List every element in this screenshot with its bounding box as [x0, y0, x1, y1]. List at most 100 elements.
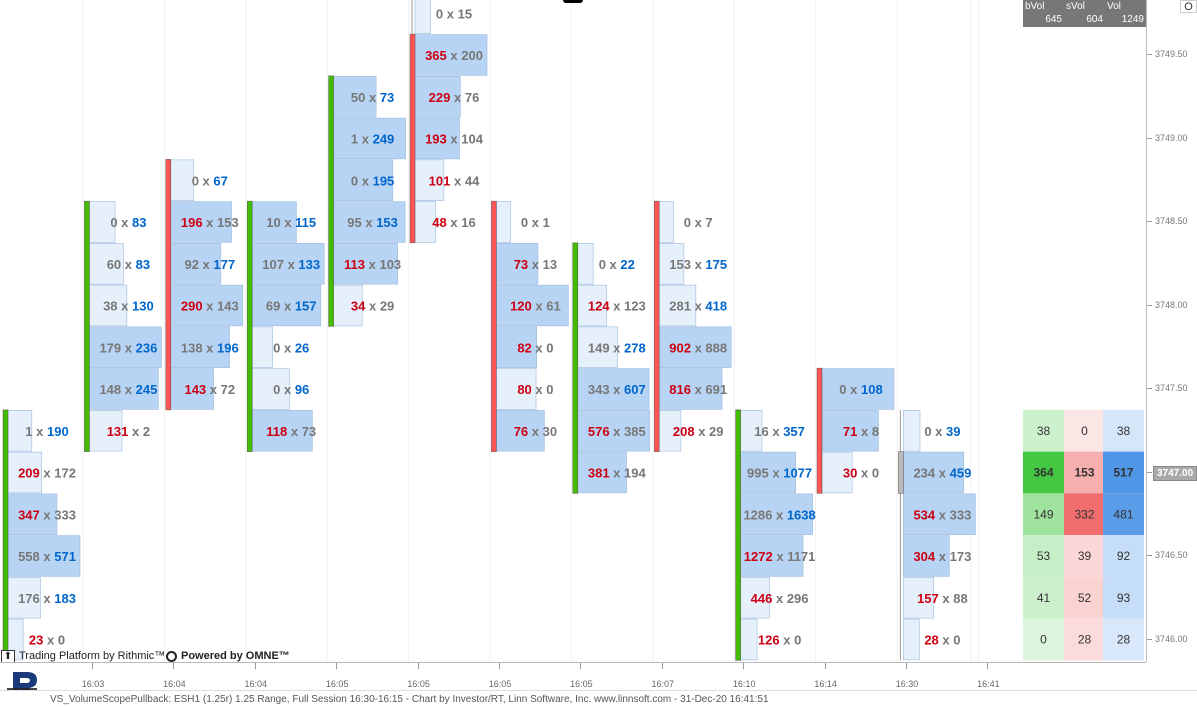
volume-cell: [903, 577, 935, 619]
time-tick-label: 16:41: [977, 679, 1000, 689]
ask-value: 0: [953, 633, 960, 648]
time-axis[interactable]: 16:03 16:04 16:04 16:05 16:05 16:05 16:05 16:07…: [0, 662, 1146, 690]
price-axis[interactable]: 3749.50 3749.00 3748.50 3748.00 3747.50 3747.…: [1146, 0, 1197, 662]
bid-value: 38: [103, 299, 117, 314]
volume-header-label: Vol: [1107, 1, 1121, 12]
price-tick-mark: [1147, 555, 1152, 556]
session-volume-value: 481: [1113, 507, 1133, 521]
cell-label: 92 x 177: [184, 257, 235, 272]
bid-value: 71: [843, 424, 857, 439]
cell-separator: x: [365, 90, 379, 105]
cell-label: 126 x 0: [758, 633, 801, 648]
price-tick-mark: [1147, 137, 1152, 139]
cell-label: 149 x 278: [588, 340, 646, 355]
volume-cell: [89, 326, 162, 368]
session-volume-value: 92: [1117, 549, 1131, 563]
ask-value: 104: [461, 132, 483, 147]
cell-separator: x: [691, 340, 705, 355]
cell-label: 101 x 44: [429, 173, 480, 188]
ask-value: 888: [705, 340, 727, 355]
cell-separator: x: [199, 173, 213, 188]
last-price-badge: 3747.00: [1153, 466, 1197, 481]
volume-cell: [496, 201, 512, 243]
ask-value: 0: [546, 340, 553, 355]
bid-value: 143: [184, 382, 206, 397]
time-tick-label: 16:30: [895, 679, 919, 689]
bid-value: 107: [262, 257, 284, 272]
session-volume-cell: [1023, 493, 1064, 536]
cell-separator: x: [532, 340, 546, 355]
price-tick-mark: [1147, 54, 1152, 55]
ask-value: 157: [295, 299, 317, 314]
cell-separator: x: [691, 215, 705, 230]
session-volume-value: 332: [1074, 507, 1094, 521]
volume-cell: [821, 410, 879, 452]
time-tick-mark: [824, 663, 826, 669]
session-volume-value: 53: [1037, 549, 1051, 563]
price-tick-mark: [1147, 221, 1152, 222]
session-volume-cell: [1103, 535, 1144, 577]
session-volume-value: 364: [1033, 466, 1053, 480]
ask-value: 115: [295, 215, 316, 230]
volume-cell: [251, 410, 313, 452]
cell-separator: x: [40, 549, 54, 564]
time-tick-label: 16:04: [163, 679, 186, 689]
volume-header-label: bVol: [1025, 1, 1045, 12]
ask-value: 143: [217, 299, 239, 314]
volume-cell: [251, 243, 325, 285]
bar-body: [816, 367, 823, 494]
cell-separator: x: [606, 257, 620, 272]
bar-body: [165, 159, 172, 411]
cell-separator: x: [33, 424, 47, 439]
bid-value: 0: [351, 173, 358, 188]
volume-cell: [170, 159, 195, 201]
rithmic-label: Trading Platform by Rithmic™: [19, 650, 166, 662]
cell-separator: x: [532, 382, 546, 397]
time-tick-mark: [580, 663, 582, 669]
bid-value: 347: [18, 507, 40, 522]
volume-cell: [577, 326, 618, 368]
cell-separator: x: [447, 215, 461, 230]
volume-cell: [658, 243, 685, 285]
bar-body: [491, 200, 497, 452]
ask-value: 72: [221, 382, 235, 397]
cell-separator: x: [128, 424, 142, 439]
bid-value: 113: [344, 257, 365, 272]
bid-value: 534: [913, 507, 935, 522]
cell-label: 208 x 29: [673, 424, 724, 439]
bar-body: [735, 409, 741, 661]
session-volume-value: 39: [1078, 549, 1092, 563]
ask-value: 83: [136, 257, 150, 272]
cell-label: 30 x 0: [843, 466, 879, 481]
cell-label: 50 x 73: [351, 90, 394, 105]
session-volume-value: 0: [1081, 424, 1088, 438]
cell-separator: x: [118, 215, 132, 230]
options-button[interactable]: O: [1180, 0, 1197, 13]
bid-value: 50: [351, 90, 365, 105]
cell-label: 131 x 2: [107, 424, 150, 439]
bid-value: 902: [669, 340, 691, 355]
bid-value: 30: [843, 466, 857, 481]
ask-value: 1: [543, 215, 550, 230]
ask-value: 249: [373, 132, 395, 147]
chart-area[interactable]: 1 x 190 209 x 172 347 x 333 558 x 571 176 x …: [0, 0, 1146, 662]
session-volume-value: 93: [1117, 591, 1131, 605]
ask-value: 16: [461, 215, 475, 230]
rithmic-icon[interactable]: ⬆: [1, 650, 15, 662]
time-tick-label: 16:10: [732, 679, 756, 689]
cell-label: 0 x 96: [273, 382, 309, 397]
cell-separator: x: [772, 591, 786, 606]
volume-header-total: 645: [1045, 14, 1062, 25]
bid-value: 157: [917, 591, 939, 606]
volume-cell: [903, 535, 950, 577]
bid-value: 446: [751, 591, 773, 606]
cell-label: 281 x 418: [669, 299, 727, 314]
cell-separator: x: [610, 382, 624, 397]
volume-cell: [740, 577, 770, 619]
session-volume-value: 38: [1117, 424, 1131, 438]
cell-separator: x: [203, 215, 217, 230]
volume-cell: [414, 159, 445, 201]
bid-value: 290: [181, 299, 203, 314]
